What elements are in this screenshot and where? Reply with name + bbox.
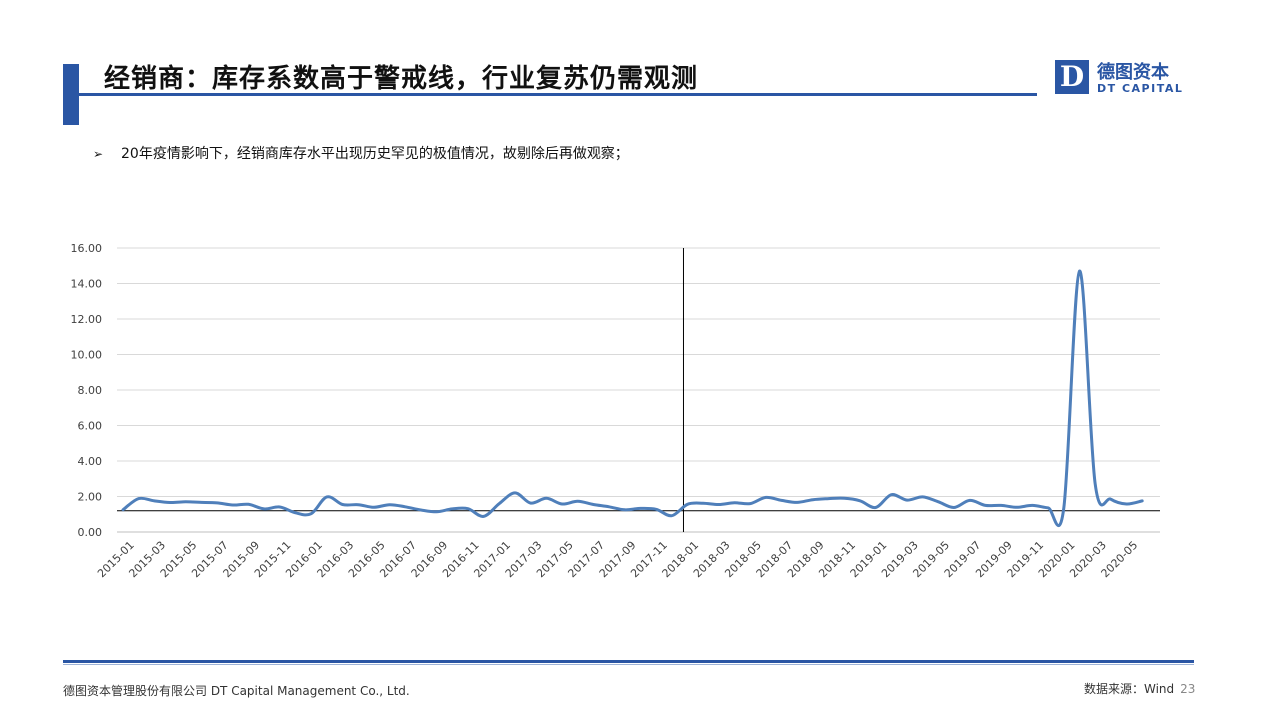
title-accent-bar (63, 64, 79, 125)
bullet-point: ➢ 20年疫情影响下，经销商库存水平出现历史罕见的极值情况，故剔除后再做观察； (93, 143, 629, 163)
x-axis-tick-labels: 2015-012015-032015-052015-072015-092015-… (95, 539, 1140, 581)
y-tick-label: 14.00 (71, 278, 103, 291)
y-tick-label: 2.00 (78, 491, 103, 504)
y-tick-label: 0.00 (78, 526, 103, 539)
footer-source: 数据来源：Wind 23 (1084, 680, 1195, 697)
footer-company: 德图资本管理股份有限公司 DT Capital Management Co., … (63, 684, 410, 698)
chart-gridlines (117, 247, 1160, 497)
data-source: 数据来源：Wind (1084, 682, 1175, 696)
logo-chinese-name: 德图资本 (1097, 62, 1169, 83)
arrow-bullet-icon: ➢ (93, 147, 104, 161)
y-tick-label: 8.00 (78, 384, 103, 397)
page-title: 经销商：库存系数高于警戒线，行业复苏仍需观测 (104, 64, 699, 94)
y-tick-label: 10.00 (71, 349, 103, 362)
footer-rule (63, 660, 1194, 663)
y-tick-label: 6.00 (78, 420, 103, 433)
y-axis-tick-labels: 0.00 2.00 4.00 6.00 8.00 10.00 12.00 14.00 16.00 (71, 242, 103, 539)
company-logo: D 德图资本 DT CAPITAL (1055, 60, 1185, 96)
y-tick-label: 16.00 (71, 242, 103, 255)
logo-d-icon: D (1055, 60, 1089, 94)
y-tick-label: 12.00 (71, 313, 103, 326)
footer-rule-thin (63, 664, 1194, 665)
series-layer (121, 269, 1144, 527)
page-number: 23 (1180, 682, 1196, 696)
series-line (121, 269, 1144, 527)
logo-english-name: DT CAPITAL (1097, 82, 1184, 95)
inventory-line-chart: 0.00 2.00 4.00 6.00 8.00 10.00 12.00 14.00 16.00… (71, 242, 1160, 581)
y-tick-label: 4.00 (78, 455, 103, 468)
bullet-text: 20年疫情影响下，经销商库存水平出现历史罕见的极值情况，故剔除后再做观察； (121, 146, 629, 162)
title-underline (79, 93, 1037, 96)
